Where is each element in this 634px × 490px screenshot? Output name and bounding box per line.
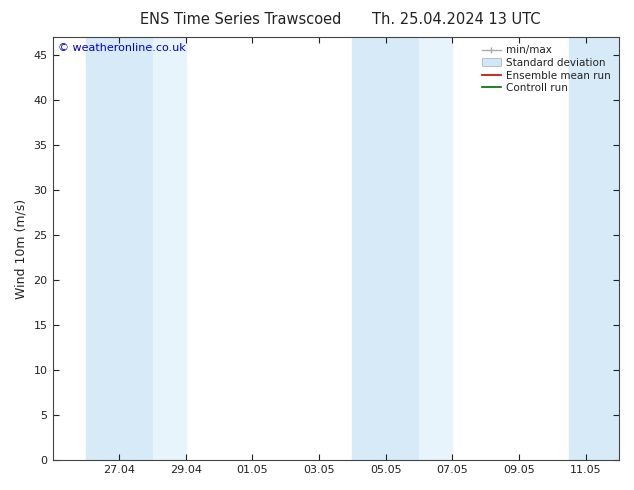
Text: ENS Time Series Trawscoed: ENS Time Series Trawscoed [140,12,342,27]
Bar [153,37,186,460]
Bar [419,37,453,460]
Text: © weatheronline.co.uk: © weatheronline.co.uk [58,44,186,53]
Bar [86,37,153,460]
Bar [353,37,419,460]
Y-axis label: Wind 10m (m/s): Wind 10m (m/s) [15,198,28,299]
Bar [569,37,619,460]
Text: Th. 25.04.2024 13 UTC: Th. 25.04.2024 13 UTC [372,12,541,27]
Legend: min/max, Standard deviation, Ensemble mean run, Controll run: min/max, Standard deviation, Ensemble me… [479,42,614,97]
